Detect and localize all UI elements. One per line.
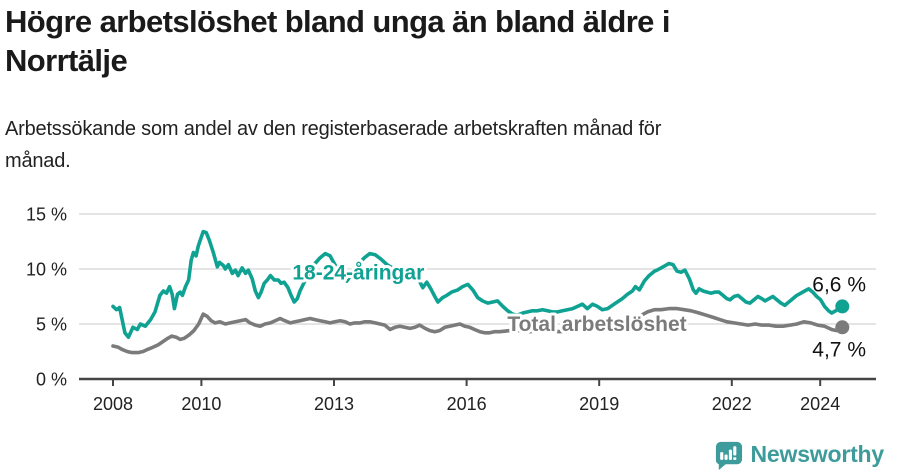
chart-subtitle: Arbetssökande som andel av den registerb… <box>5 113 892 177</box>
brand-wordmark: Newsworthy <box>750 441 885 467</box>
series-line-0 <box>111 229 845 340</box>
y-tick-label-10: 10 % <box>26 260 67 280</box>
newsworthy-bubble-chart-icon <box>715 441 742 470</box>
series-line-1 <box>111 306 845 355</box>
x-tick-label-2010: 2010 <box>181 394 221 414</box>
chart-header: Högre arbetslöshet bland unga än bland ä… <box>5 2 892 177</box>
y-tick-label-5: 5 % <box>36 315 67 335</box>
x-tick-label-2019: 2019 <box>579 394 619 414</box>
exclamation-bar <box>732 446 736 456</box>
series-inline-label-1: Total arbetslöshet <box>507 313 686 336</box>
y-tick-label-15: 15 % <box>26 205 67 225</box>
series-inline-label-0: 18-24-åringar <box>292 261 424 284</box>
series-end-dot-1 <box>835 320 850 335</box>
x-tick-label-2024: 2024 <box>800 394 840 414</box>
x-tick-label-2013: 2013 <box>314 394 354 414</box>
x-tick-label-2022: 2022 <box>712 394 752 414</box>
series-end-value-label-1: 4,7 % <box>812 338 866 361</box>
page-title-line2: Norrtälje <box>5 43 128 78</box>
chart-subtitle-line1: Arbetssökande som andel av den registerb… <box>5 118 662 140</box>
page-title: Högre arbetslöshet bland unga än bland ä… <box>5 2 892 80</box>
x-tick-label-2008: 2008 <box>93 394 133 414</box>
bar-1 <box>719 452 723 460</box>
bar-3 <box>728 449 732 460</box>
bar-2 <box>724 454 728 460</box>
series-end-dot-0 <box>835 299 850 314</box>
x-tick-label-2016: 2016 <box>447 394 487 414</box>
chart-subtitle-line2: månad. <box>5 150 71 172</box>
series-end-value-label-0: 6,6 % <box>812 273 866 296</box>
y-tick-label-0: 0 % <box>36 370 67 390</box>
page-title-line1: Högre arbetslöshet bland unga än bland ä… <box>5 4 670 39</box>
exclamation-dot <box>732 457 736 461</box>
newsworthy-logo[interactable]: Newsworthy <box>713 439 884 470</box>
